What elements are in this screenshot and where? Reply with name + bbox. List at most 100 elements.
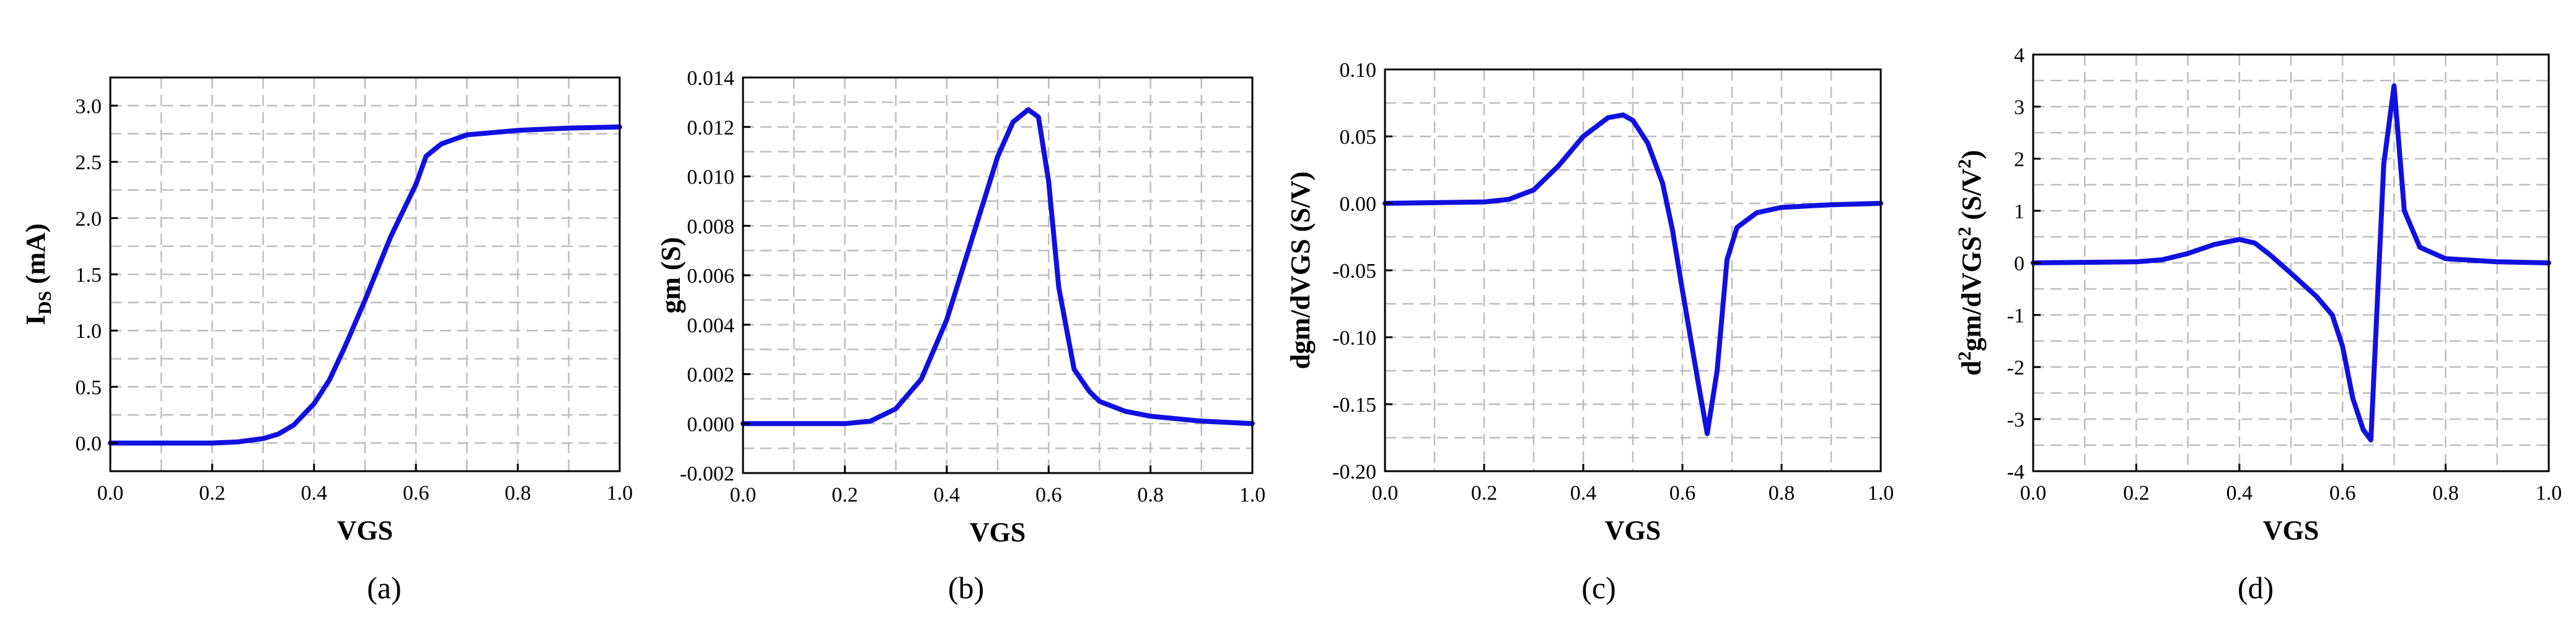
y-label-end: ): [1956, 150, 1987, 159]
x-tick-label: 0.2: [1471, 482, 1498, 505]
y-label-main: dgm/dVGS (S/V): [1285, 171, 1316, 369]
grid-lines: [1385, 69, 1881, 471]
y-label-middle: gm/dVGS: [1956, 236, 1987, 352]
y-tick-label: -0.10: [1332, 327, 1376, 350]
x-tick-label: 0.4: [2227, 482, 2253, 505]
grid-lines: [743, 77, 1252, 473]
y-tick-label: -4: [2007, 461, 2024, 484]
y-label-main: I: [20, 314, 51, 325]
y-axis-label: gm (S): [656, 237, 686, 313]
y-tick-label: -0.002: [680, 463, 734, 485]
series-line: [108, 124, 622, 446]
chart-panel-b: 0.0 0.2 0.4 0.6 0.8 1.0 -0.002 0.000 0.002 0.004 0…: [656, 67, 1265, 605]
y-tick-label: 3.0: [76, 95, 102, 118]
x-tick-label: 0.6: [1035, 484, 1062, 507]
x-axis-label: VGS: [2263, 515, 2319, 546]
x-tick-label: 0.8: [2432, 482, 2459, 505]
data-layer: [741, 107, 1255, 427]
x-tick-label: 0.0: [730, 484, 757, 507]
chart-panel-c: 0.0 0.2 0.4 0.6 0.8 1.0 -0.20 -0.15 -0.10 -0.05 0.…: [1285, 59, 1894, 605]
y-tick-label: -0.15: [1332, 394, 1376, 417]
x-tick-label: 0.2: [832, 484, 858, 507]
y-tick-label: -1: [2007, 304, 2024, 327]
series-line: [2031, 83, 2551, 443]
y-tick-label: 2: [2014, 148, 2024, 171]
y-label-subscript: DS: [35, 291, 55, 314]
y-label-superscript: 2: [1954, 159, 1975, 169]
x-tick-label: 0.0: [2020, 482, 2047, 505]
data-layer: [1383, 112, 1883, 436]
x-tick-label: 1.0: [1868, 482, 1894, 505]
y-tick-label: 0.004: [687, 314, 735, 337]
x-tick-label: 1.0: [1239, 484, 1266, 507]
x-tick-label: 0.0: [97, 482, 124, 505]
x-tick-label: 0.8: [1769, 482, 1795, 505]
y-axis-label: d2gm/dVGS2 (S/V2): [1954, 150, 1987, 376]
x-tick-label: 0.8: [504, 482, 531, 505]
y-tick-label: 2.0: [76, 208, 102, 231]
y-tick-label: 0: [2014, 252, 2024, 275]
x-axis-label: VGS: [337, 515, 393, 546]
y-tick-label: 0.5: [76, 376, 102, 399]
y-tick-label: 4: [2014, 44, 2024, 67]
x-tick-label: 0.0: [1372, 482, 1399, 505]
y-tick-label: 1.0: [76, 320, 102, 343]
data-layer: [2031, 83, 2551, 443]
y-tick-label: 0.10: [1340, 59, 1377, 82]
y-tick-label: 0.012: [687, 117, 735, 139]
x-tick-label: 0.6: [2329, 482, 2356, 505]
panel-caption: (c): [1581, 570, 1616, 605]
axis-ticks: 0.0 0.2 0.4 0.6 0.8 1.0 -0.20 -0.15 -0.10 -0.05 0.…: [1332, 59, 1894, 505]
y-label-units: (S/V: [1956, 168, 1987, 226]
y-tick-label: 0.05: [1340, 126, 1377, 149]
x-axis-label: VGS: [1605, 515, 1661, 546]
series-line: [741, 107, 1255, 427]
y-label-rest: (mA): [20, 223, 51, 291]
y-label-superscript: 2: [1954, 352, 1975, 361]
series-line: [1383, 112, 1883, 436]
x-tick-label: 1.0: [607, 482, 633, 505]
x-tick-label: 0.2: [2123, 482, 2150, 505]
y-tick-label: 0.014: [687, 67, 735, 90]
axis-ticks: 0.0 0.2 0.4 0.6 0.8 1.0 -4 -3 -2 -1 0 1 2 3 4: [2007, 44, 2562, 505]
y-tick-label: 1.5: [76, 264, 102, 287]
y-label-superscript: 2: [1954, 227, 1975, 236]
y-tick-label: 0.008: [687, 215, 735, 238]
y-tick-label: 0.002: [687, 364, 735, 387]
y-tick-label: -2: [2007, 356, 2024, 379]
y-tick-label: 0.00: [1340, 193, 1377, 216]
axis-ticks: 0.0 0.2 0.4 0.6 0.8 1.0 -0.002 0.000 0.002 0.004 0…: [680, 67, 1265, 507]
axis-ticks: 0.0 0.2 0.4 0.6 0.8 1.0 0.0 0.5 1.0 1.5 2.0 2.5 3.0: [76, 95, 633, 505]
x-tick-label: 1.0: [2536, 482, 2562, 505]
x-tick-label: 0.6: [403, 482, 429, 505]
panel-caption: (b): [948, 570, 984, 605]
x-tick-label: 0.4: [301, 482, 328, 505]
x-tick-label: 0.4: [1570, 482, 1597, 505]
x-tick-label: 0.4: [934, 484, 961, 507]
x-tick-label: 0.2: [199, 482, 226, 505]
y-tick-label: 3: [2014, 96, 2024, 119]
y-tick-label: 0.0: [76, 433, 102, 456]
data-layer: [108, 124, 622, 446]
y-tick-label: 0.000: [687, 413, 735, 436]
y-tick-label: 1: [2014, 200, 2024, 223]
x-tick-label: 0.6: [1669, 482, 1696, 505]
y-tick-label: 0.006: [687, 265, 735, 288]
y-tick-label: 0.010: [687, 166, 735, 189]
grid-lines: [110, 77, 620, 471]
y-tick-label: -0.20: [1332, 461, 1376, 484]
y-tick-label: -3: [2007, 409, 2024, 432]
y-label-main: gm (S): [656, 237, 686, 313]
x-tick-label: 0.8: [1137, 484, 1164, 507]
y-axis-label: IDS (mA): [20, 223, 55, 325]
y-label-main: d: [1956, 361, 1987, 376]
x-axis-label: VGS: [970, 517, 1026, 547]
y-tick-label: -0.05: [1332, 260, 1376, 283]
panel-caption: (a): [367, 570, 402, 605]
panel-caption: (d): [2238, 570, 2274, 605]
y-tick-label: 2.5: [76, 151, 102, 174]
chart-panel-a: 0.0 0.2 0.4 0.6 0.8 1.00.00.51.01.52.02.53.0 …: [20, 76, 633, 605]
y-axis-label: dgm/dVGS (S/V): [1285, 171, 1316, 369]
